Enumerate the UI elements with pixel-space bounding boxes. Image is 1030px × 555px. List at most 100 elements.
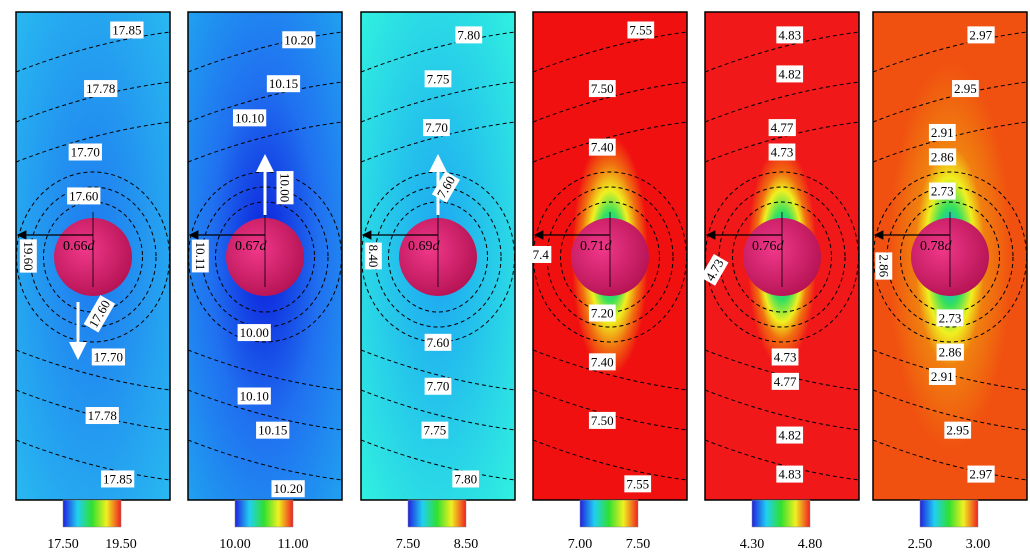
colorbar-min: 17.50: [47, 537, 79, 552]
contour-label: 2.97: [967, 26, 995, 44]
contour-line: [201, 186, 329, 328]
contour-value: 2.97: [969, 467, 992, 482]
colorbar-min: 7.00: [568, 537, 593, 552]
contour-label: 17.70: [68, 143, 102, 161]
label-box: [776, 65, 804, 83]
label-box: [776, 26, 804, 44]
contour-value: 2.95: [954, 81, 977, 96]
contour-value: 2.91: [931, 125, 954, 140]
colorbar-max: 8.50: [454, 537, 479, 552]
contour-value: 10.10: [235, 110, 264, 125]
label-box: [67, 187, 101, 205]
contour-line: [532, 349, 688, 391]
contour-label: 4.82: [776, 65, 804, 83]
colorbar: [751, 499, 811, 528]
contour-label: 4.73: [768, 143, 796, 161]
contour-label: 10.20: [282, 31, 316, 49]
label-box: [624, 475, 652, 493]
label-box: [700, 254, 729, 286]
contour-value: 4.83: [778, 467, 801, 482]
contour-line: [360, 439, 516, 481]
contour-value: 4.77: [774, 374, 797, 389]
radius-unit: d: [777, 239, 785, 254]
radius-value: 0.76: [752, 239, 777, 254]
contour-line: [900, 201, 1000, 313]
contour-value: 17.78: [88, 408, 117, 423]
contour-label: 2.86: [936, 343, 964, 361]
contour-label: 4.73: [771, 348, 799, 366]
label-box: [424, 70, 452, 88]
label-box: [875, 252, 893, 280]
radius-unit: d: [605, 239, 613, 254]
colorbar: [407, 499, 467, 528]
contour-line: [704, 389, 860, 431]
contour-line: [704, 439, 860, 481]
colorbar: [62, 499, 122, 528]
contour-label: 10.00: [237, 324, 271, 342]
contour-value: 19.60: [21, 241, 36, 270]
contour-label: 4.77: [768, 119, 796, 137]
contour-value: 10.11: [193, 242, 208, 271]
contour-line: [187, 349, 343, 391]
radius-label: 0.66d: [63, 239, 96, 254]
radius-value: 0.71: [580, 239, 605, 254]
contour-value: 2.86: [939, 345, 962, 360]
contour-value: 7.75: [427, 71, 450, 86]
contour-value: 17.70: [94, 349, 123, 364]
label-box: [768, 143, 796, 161]
contour-value: 10.00: [240, 325, 269, 340]
contour-value: 10.10: [240, 389, 269, 404]
colorbar-max: 19.50: [105, 537, 137, 552]
contour-value: 17.70: [71, 145, 100, 160]
contour-value: 7.20: [591, 306, 614, 321]
contour-label: 2.73: [928, 182, 956, 200]
contour-value: 10.20: [284, 32, 313, 47]
contour-label: 2.86: [928, 148, 957, 166]
contour-value: 17.85: [103, 471, 132, 486]
contour-label: 7.40: [588, 353, 616, 371]
panel: 0.69d7.807.757.707.608.407.607.707.757.8…: [360, 11, 516, 552]
radius-unit: d: [260, 239, 268, 254]
label-box: [928, 123, 956, 141]
contour-line: [29, 186, 157, 328]
contour-value: 4.73: [771, 145, 794, 160]
contour-line: [360, 81, 516, 123]
contour-line: [360, 389, 516, 431]
label-box: [455, 26, 483, 44]
label-box: [423, 119, 450, 137]
label-box: [768, 119, 796, 137]
contour-line: [872, 81, 1028, 123]
contour-value: 10.15: [258, 423, 287, 438]
contour-label: 7.60: [424, 333, 452, 351]
contour-label: 2.95: [944, 421, 972, 439]
contour-value: 4.73: [774, 349, 797, 364]
contour-label: 10.15: [266, 75, 301, 93]
contour-value: 7.55: [629, 23, 652, 38]
contour-line: [732, 201, 832, 313]
colorbar-max: 3.00: [966, 537, 991, 552]
contour-line: [872, 439, 1028, 481]
contour-line: [187, 31, 343, 73]
contour-line: [546, 186, 674, 328]
contour-value: 17.85: [112, 23, 141, 38]
label-box: [282, 31, 316, 49]
label-box: [83, 295, 116, 333]
contour-value: 10.15: [269, 76, 298, 91]
contour-value: 4.82: [778, 428, 801, 443]
colorbar-min: 7.50: [396, 537, 421, 552]
label-box: [936, 343, 964, 361]
contour-label: 7.75: [424, 70, 452, 88]
label-box: [266, 75, 301, 93]
contour-label: 4.83: [776, 26, 804, 44]
colorbar: [234, 499, 294, 528]
contour-label: 10.15: [256, 421, 290, 439]
contour-line: [16, 171, 170, 343]
contour-line: [187, 389, 343, 431]
contour-value: 2.97: [969, 27, 992, 42]
label-box: [271, 480, 305, 498]
contour-value: 2.91: [931, 369, 954, 384]
contour-value: 10.00: [277, 173, 292, 202]
label-box: [952, 80, 979, 98]
radius-unit: d: [433, 239, 441, 254]
